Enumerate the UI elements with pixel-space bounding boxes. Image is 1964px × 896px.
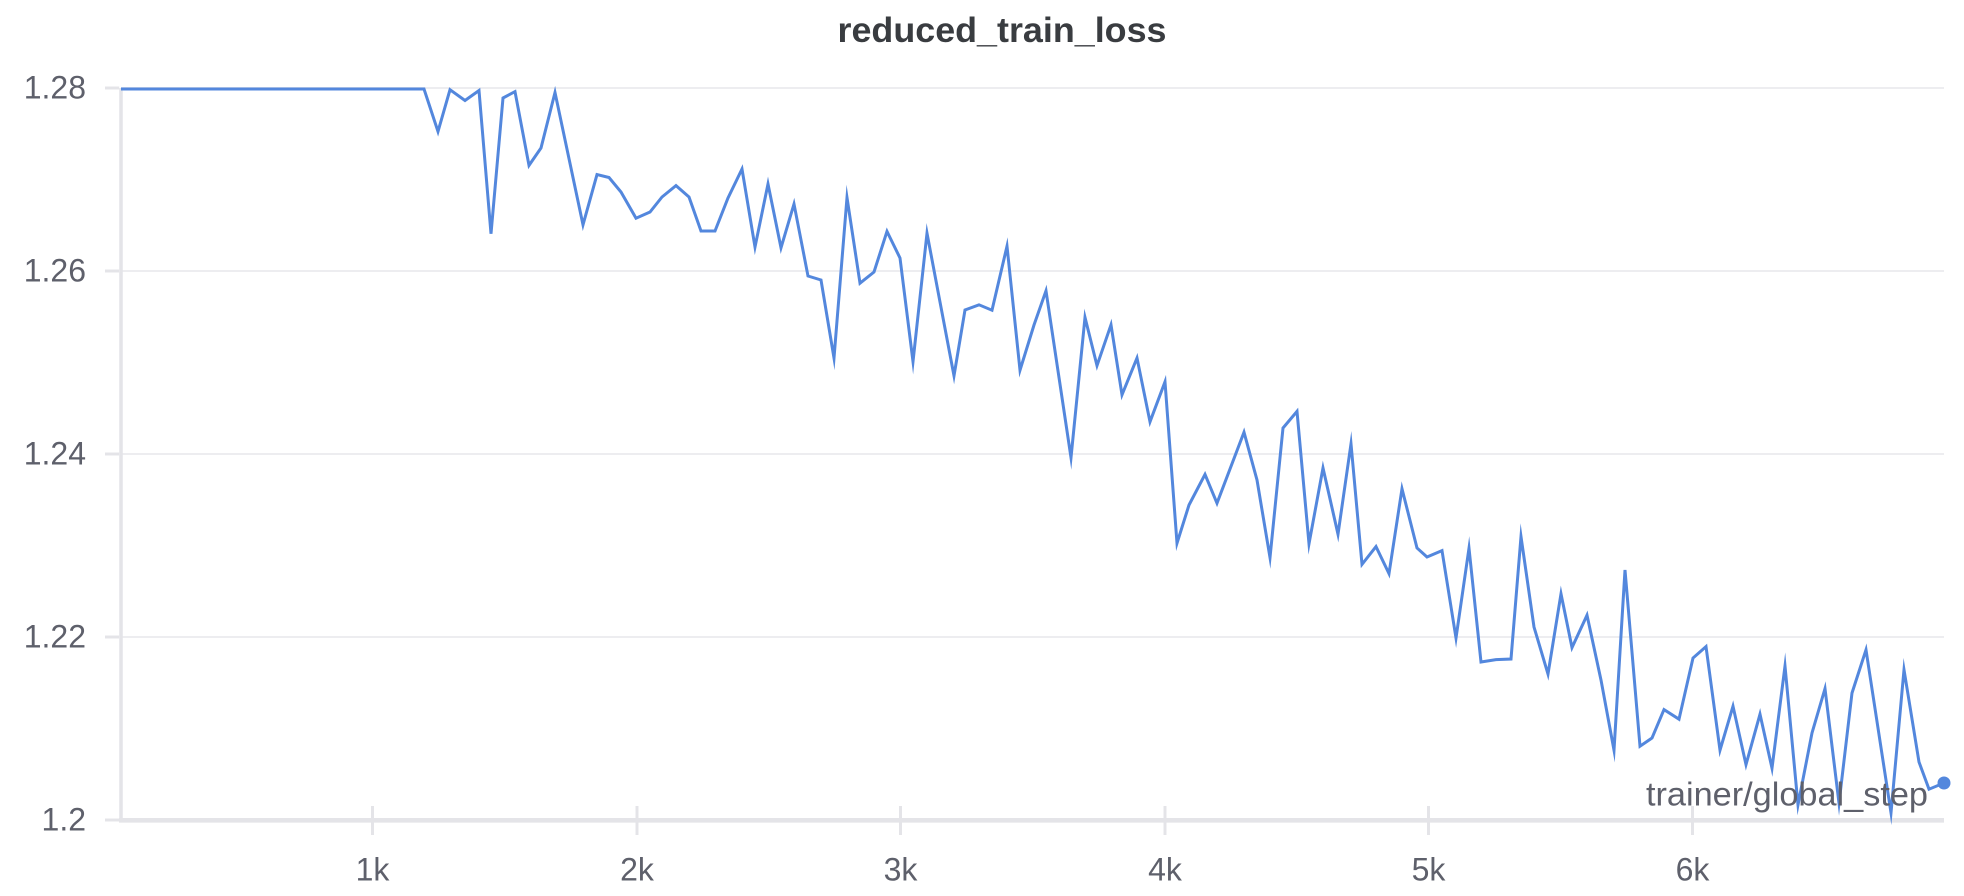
svg-text:1.22: 1.22 (24, 619, 86, 655)
svg-text:1.28: 1.28 (24, 70, 86, 106)
svg-text:reduced_train_loss: reduced_train_loss (838, 11, 1167, 50)
svg-text:6k: 6k (1676, 852, 1711, 888)
svg-text:4k: 4k (1148, 852, 1183, 888)
svg-text:5k: 5k (1412, 852, 1447, 888)
svg-text:1.2: 1.2 (42, 802, 86, 838)
svg-text:1.26: 1.26 (24, 253, 86, 289)
svg-text:trainer/global_step: trainer/global_step (1646, 776, 1928, 813)
svg-text:3k: 3k (884, 852, 919, 888)
svg-text:1k: 1k (356, 852, 391, 888)
svg-text:1.24: 1.24 (24, 436, 86, 472)
svg-text:2k: 2k (620, 852, 655, 888)
